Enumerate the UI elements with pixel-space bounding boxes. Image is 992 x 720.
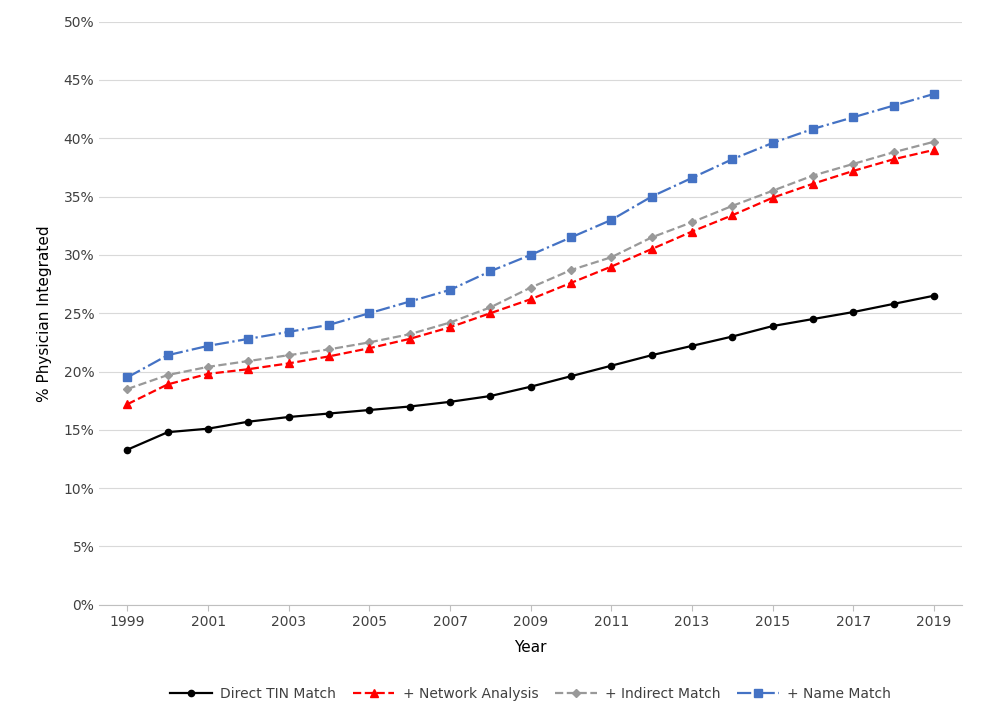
- X-axis label: Year: Year: [515, 640, 547, 655]
- Legend: Direct TIN Match, + Network Analysis, + Indirect Match, + Name Match: Direct TIN Match, + Network Analysis, + …: [165, 682, 897, 707]
- Y-axis label: % Physician Integrated: % Physician Integrated: [38, 225, 53, 402]
